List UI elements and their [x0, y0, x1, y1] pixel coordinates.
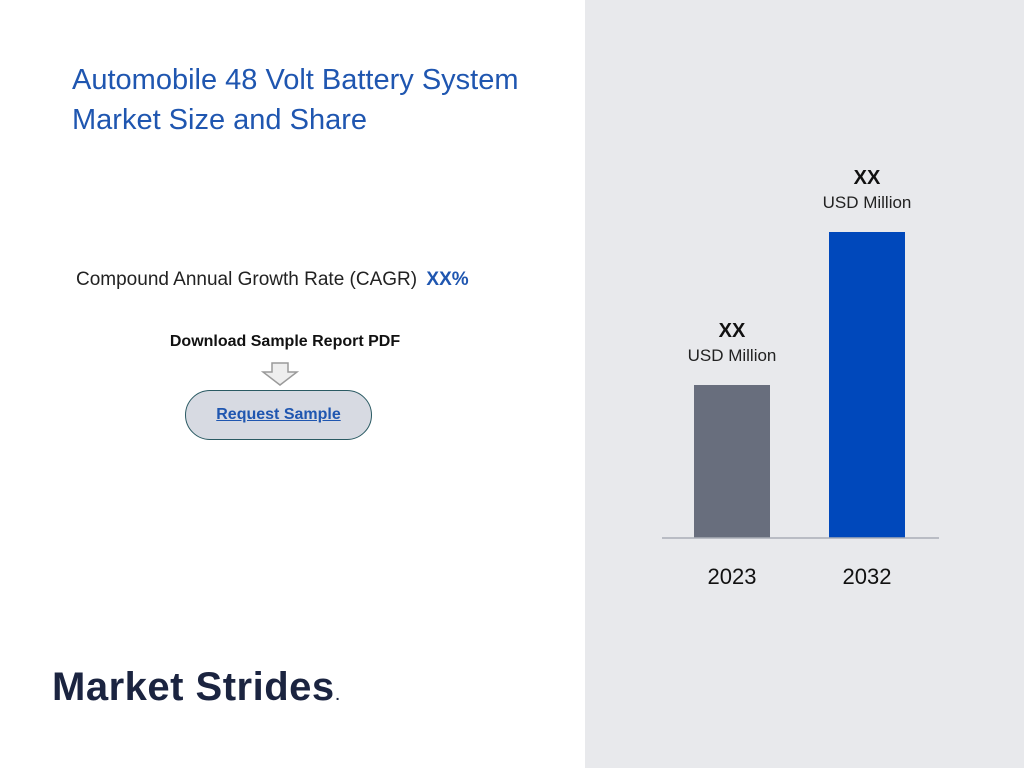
market-strides-logo: Market Strides. — [52, 665, 340, 710]
bar-value-label-2023: XX — [719, 320, 746, 342]
market-size-chart: XX USD Million 2023 XX USD Million 2032 — [662, 167, 939, 589]
chart-panel-background — [585, 0, 1024, 768]
cagr-value: XX% — [426, 269, 469, 290]
bar-unit-label-2032: USD Million — [823, 193, 912, 212]
request-sample-button[interactable]: Request Sample — [185, 390, 372, 440]
request-sample-link[interactable]: Request Sample — [216, 406, 341, 423]
x-tick-label-2023: 2023 — [708, 564, 757, 589]
down-arrow-icon — [261, 362, 299, 386]
page-title: Automobile 48 Volt Battery System Market… — [72, 64, 519, 136]
cagr-label: Compound Annual Growth Rate (CAGR) — [76, 269, 418, 290]
bar-unit-label-2023: USD Million — [688, 346, 777, 365]
bar-value-label-2032: XX — [854, 167, 881, 189]
download-label: Download Sample Report PDF — [169, 333, 401, 350]
bar-2032 — [829, 232, 905, 538]
logo-text: Market Strides — [52, 665, 335, 709]
x-tick-label-2032: 2032 — [843, 564, 892, 589]
cagr-text: Compound Annual Growth Rate (CAGR) XX% — [76, 269, 469, 291]
logo-dot: . — [335, 687, 341, 703]
bar-2023 — [694, 385, 770, 538]
